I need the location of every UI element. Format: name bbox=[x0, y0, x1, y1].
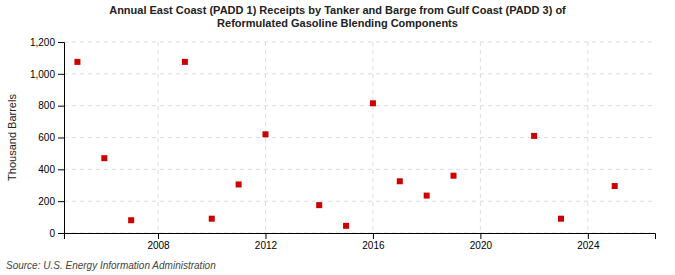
y-axis: 0 200 400 600 800 1,000 1,200 bbox=[30, 37, 65, 239]
points bbox=[74, 59, 617, 229]
y-axis-line bbox=[58, 43, 65, 234]
y-tick-mark bbox=[58, 106, 64, 107]
y-tick-mark bbox=[58, 42, 64, 43]
x-grid-line bbox=[158, 42, 159, 233]
point bbox=[101, 155, 107, 161]
y-tick: 800 bbox=[38, 100, 64, 111]
x-tick: 2012 bbox=[255, 233, 278, 251]
y-tick-label: 400 bbox=[38, 164, 55, 175]
point bbox=[316, 202, 322, 208]
y-tick-mark bbox=[58, 201, 64, 202]
y-tick-mark bbox=[58, 74, 64, 75]
plot: 2008 2012 2016 2020 2024 0 200 400 600 800 1,000 1,… bbox=[30, 37, 656, 251]
x-tick-mark bbox=[373, 233, 374, 239]
point bbox=[74, 59, 80, 65]
x-grid-line bbox=[480, 42, 481, 233]
point bbox=[531, 133, 537, 139]
point bbox=[558, 216, 564, 222]
title: Annual East Coast (PADD 1) Receipts by T… bbox=[109, 4, 566, 29]
y-tick-mark bbox=[58, 169, 64, 170]
x-grid-line bbox=[372, 42, 373, 233]
y-tick: 0 bbox=[49, 228, 64, 239]
x-tick-mark bbox=[265, 233, 266, 239]
x-tick: 2016 bbox=[362, 233, 385, 251]
x-tick: 2024 bbox=[577, 233, 600, 251]
point bbox=[182, 59, 188, 65]
x-tick-mark bbox=[588, 233, 589, 239]
point bbox=[397, 178, 403, 184]
x-tick-mark bbox=[158, 233, 159, 239]
x-tick-label: 2020 bbox=[470, 240, 493, 251]
y-tick-label: 1,000 bbox=[30, 69, 55, 80]
y-tick-label: 200 bbox=[38, 196, 55, 207]
y-tick-mark bbox=[58, 138, 64, 139]
x-grid-line bbox=[265, 42, 266, 233]
y-tick: 200 bbox=[38, 196, 64, 207]
y-tick-mark bbox=[58, 233, 64, 234]
source-note: Source: U.S. Energy Information Administ… bbox=[6, 260, 216, 271]
y-grid-line bbox=[64, 137, 655, 138]
x-tick-label: 2016 bbox=[362, 240, 385, 251]
x-tick-mark bbox=[480, 233, 481, 239]
y-tick: 400 bbox=[38, 164, 64, 175]
point bbox=[424, 193, 430, 199]
y-tick-label: 600 bbox=[38, 132, 55, 143]
point bbox=[370, 100, 376, 106]
point bbox=[128, 217, 134, 223]
x-tick-label: 2012 bbox=[255, 240, 278, 251]
x-tick: 2008 bbox=[147, 233, 170, 251]
x-tick-label: 2024 bbox=[577, 240, 600, 251]
point bbox=[451, 173, 457, 179]
chart: Annual East Coast (PADD 1) Receipts by T… bbox=[0, 0, 675, 275]
y-grid-line bbox=[64, 105, 655, 106]
y-tick-label: 800 bbox=[38, 100, 55, 111]
x-axis: 2008 2012 2016 2020 2024 bbox=[65, 233, 656, 251]
title-line: Reformulated Gasoline Blending Component… bbox=[217, 17, 458, 29]
x-grid-line bbox=[587, 42, 588, 233]
point bbox=[209, 216, 215, 222]
point bbox=[236, 181, 242, 187]
y-grid-line bbox=[64, 73, 655, 74]
x-tick: 2020 bbox=[470, 233, 493, 251]
grid bbox=[64, 42, 655, 233]
y-grid-line bbox=[64, 201, 655, 202]
point bbox=[612, 183, 618, 189]
y-axis-title: Thousand Barrels bbox=[6, 94, 18, 181]
x-axis-line bbox=[65, 234, 656, 240]
x-tick-label: 2008 bbox=[147, 240, 170, 251]
title-line: Annual East Coast (PADD 1) Receipts by T… bbox=[109, 4, 566, 16]
y-grid-line bbox=[64, 169, 655, 170]
y-grid-line bbox=[64, 42, 655, 43]
y-tick: 600 bbox=[38, 132, 64, 143]
point bbox=[262, 131, 268, 137]
y-tick: 1,200 bbox=[30, 37, 64, 48]
y-tick-label: 0 bbox=[49, 228, 55, 239]
point bbox=[343, 223, 349, 229]
y-tick: 1,000 bbox=[30, 69, 64, 80]
y-tick-label: 1,200 bbox=[30, 37, 55, 48]
